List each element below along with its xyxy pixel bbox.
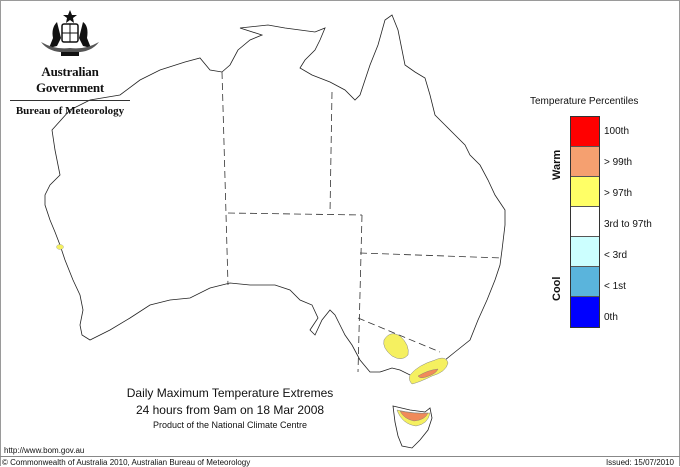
government-name: Australian Government — [35, 64, 105, 95]
footer-divider — [0, 456, 680, 457]
legend-swatch-1st — [571, 267, 599, 297]
patch-vic-coast-99th — [417, 368, 439, 378]
legend-label: 100th — [604, 126, 630, 137]
legend-swatch-99th — [571, 147, 599, 177]
map-title: Daily Maximum Temperature Extremes — [126, 386, 334, 400]
legend-color-bar — [570, 116, 600, 328]
mainland-coastline — [44, 14, 506, 376]
copyright-notice: © Commonwealth of Australia 2010, Austra… — [2, 458, 251, 467]
logo-divider — [10, 100, 130, 101]
map-credit: Product of the National Climate Centre — [152, 420, 308, 430]
legend-title: Temperature Percentiles — [530, 96, 639, 107]
legend-label: < 1st — [604, 281, 626, 292]
patch-vic-inland-97th — [383, 333, 409, 359]
cool-label: Cool — [551, 276, 563, 301]
website-link[interactable]: http://www.bom.gov.au — [4, 446, 85, 455]
state-borders — [221, 71, 503, 373]
bom-logo: Australian Government Bureau of Meteorol… — [8, 8, 132, 117]
legend-swatch-3rd — [571, 237, 599, 267]
patch-tas-99th — [399, 410, 429, 422]
legend-label: 3rd to 97th — [604, 219, 652, 230]
coat-of-arms-icon — [41, 10, 99, 56]
patch-wa-97th — [56, 244, 64, 250]
issued-date: Issued: 15/07/2010 — [605, 458, 674, 467]
map-period: 24 hours from 9am on 18 Mar 2008 — [135, 403, 325, 417]
warm-label: Warm — [551, 149, 563, 180]
legend-label: > 97th — [604, 188, 633, 199]
legend-swatch-100th — [571, 117, 599, 147]
legend-label: 0th — [604, 312, 618, 323]
legend-label: < 3rd — [604, 250, 628, 261]
legend-swatch-0th — [571, 297, 599, 327]
map-title-block: Daily Maximum Temperature Extremes 24 ho… — [100, 386, 360, 430]
agency-name: Bureau of Meteorology — [15, 105, 125, 117]
tasmania-coastline — [392, 405, 433, 449]
legend-swatch-normal — [571, 207, 599, 237]
legend-swatch-97th — [571, 177, 599, 207]
legend-label: > 99th — [604, 157, 633, 168]
